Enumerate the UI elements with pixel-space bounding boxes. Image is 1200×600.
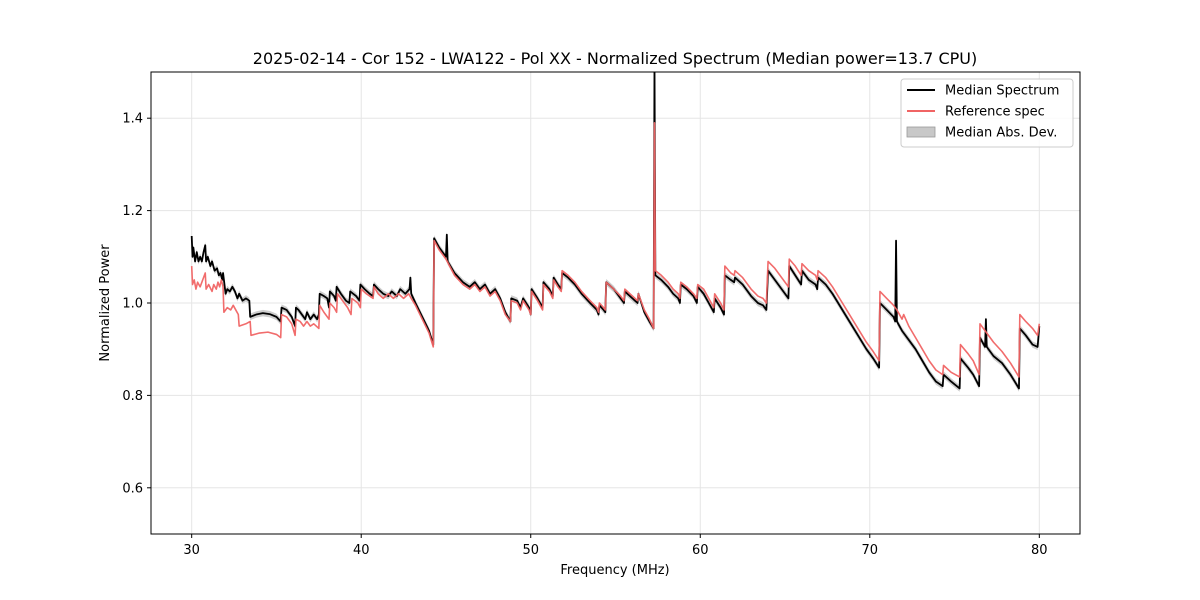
y-tick-label: 1.0 [122, 297, 143, 312]
legend-box [900, 78, 1074, 148]
x-tick-label: 70 [862, 543, 879, 558]
x-tick-label: 40 [353, 543, 370, 558]
x-tick-label: 80 [1031, 543, 1048, 558]
x-tick-label: 50 [522, 543, 539, 558]
x-axis-label: Frequency (MHz) [560, 563, 669, 578]
x-tick-label: 30 [183, 543, 200, 558]
y-axis-label: Normalized Power [98, 244, 113, 362]
legend: Median Spectrum Reference spec Median Abs.… [900, 78, 1074, 148]
legend-swatch-band [906, 126, 936, 138]
legend-label: Reference spec [945, 105, 1045, 120]
chart-title: 2025-02-14 - Cor 152 - LWA122 - Pol XX -… [253, 49, 977, 68]
y-tick-label: 1.2 [122, 204, 143, 219]
series-group [190, 72, 1041, 390]
y-axis-ticks: 0.6 0.8 1.0 1.2 1.4 [122, 112, 151, 496]
y-tick-label: 0.6 [122, 481, 143, 496]
legend-label: Median Abs. Dev. [945, 126, 1057, 141]
x-axis-ticks: 30 40 50 60 70 80 [183, 534, 1048, 558]
series-reference-spec [190, 122, 1041, 378]
legend-label: Median Spectrum [945, 84, 1059, 99]
x-tick-label: 60 [692, 543, 709, 558]
y-tick-label: 0.8 [122, 389, 143, 404]
y-tick-label: 1.4 [122, 112, 143, 127]
